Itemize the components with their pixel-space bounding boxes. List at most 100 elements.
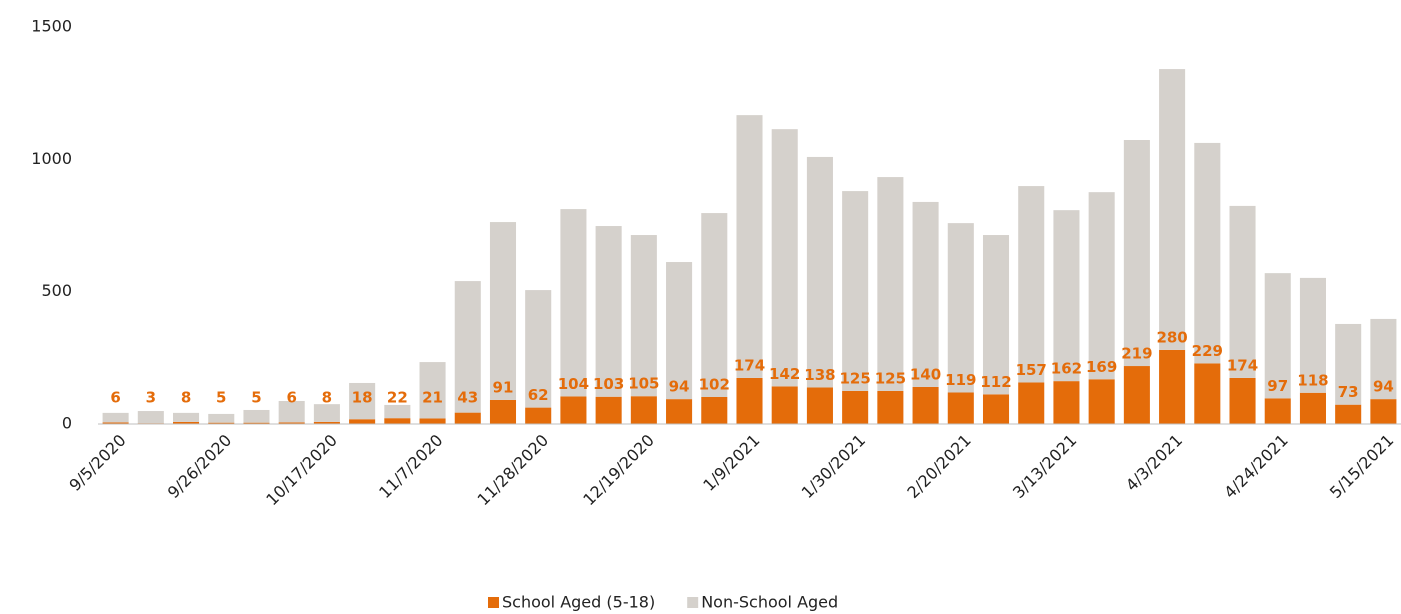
- bar-segment: [102, 412, 129, 423]
- bar-segment: [313, 404, 340, 422]
- data-label: 6: [110, 389, 120, 407]
- bar-segment: [666, 262, 693, 400]
- bar-segment: [102, 422, 129, 424]
- legend-label: Non-School Aged: [701, 593, 838, 612]
- bar-segment: [1370, 399, 1397, 424]
- y-tick-label: 1500: [31, 17, 72, 36]
- bar-segment: [173, 412, 200, 422]
- bar-segment: [630, 235, 657, 397]
- data-label: 140: [910, 365, 941, 383]
- bar-segment: [982, 394, 1010, 424]
- data-label: 6: [286, 389, 296, 407]
- bar-segment: [947, 392, 974, 424]
- data-label: 62: [528, 386, 549, 404]
- bar-segment: [806, 156, 833, 388]
- bar-segment: [278, 400, 305, 423]
- data-label: 91: [493, 378, 514, 396]
- bar-segment: [243, 422, 270, 424]
- y-tick-label: 1000: [31, 149, 72, 168]
- bar-segment: [771, 129, 798, 387]
- data-label: 125: [875, 369, 906, 387]
- data-label: 142: [769, 365, 800, 383]
- x-tick-label: 10/17/2020: [262, 431, 341, 510]
- bar-segment: [1229, 377, 1256, 424]
- data-label: 112: [980, 373, 1011, 391]
- bar-segment: [736, 377, 763, 424]
- bar-segment: [1088, 379, 1115, 424]
- y-tick-label: 0: [62, 414, 72, 433]
- data-label: 8: [322, 389, 332, 407]
- bar-segment: [1053, 381, 1080, 424]
- data-label: 73: [1338, 383, 1359, 401]
- bar-segment: [560, 396, 587, 424]
- x-tick-label: 1/9/2021: [699, 431, 763, 495]
- bar-segment: [1159, 69, 1186, 350]
- x-tick-label: 11/7/2020: [375, 431, 446, 502]
- data-label: 22: [387, 389, 408, 407]
- x-tick-label: 11/28/2020: [474, 431, 553, 510]
- data-label: 169: [1086, 358, 1117, 376]
- bar-segment: [419, 418, 446, 424]
- legend-swatch: [687, 597, 699, 608]
- legend-label: School Aged (5-18): [502, 593, 655, 612]
- bar-segment: [701, 397, 728, 424]
- data-label: 280: [1156, 328, 1187, 346]
- bar-segment: [595, 396, 622, 424]
- data-label: 105: [628, 375, 659, 393]
- bar-segment: [1335, 323, 1362, 405]
- x-tick-label: 2/20/2021: [903, 431, 974, 502]
- bar-segment: [454, 281, 481, 413]
- data-label: 8: [181, 389, 191, 407]
- data-label: 138: [804, 366, 835, 384]
- data-label: 157: [1016, 361, 1047, 379]
- bar-segment: [982, 235, 1010, 395]
- data-label: 5: [251, 389, 261, 407]
- bar-segment: [278, 422, 305, 424]
- data-label: 119: [945, 371, 976, 389]
- bar-segment: [842, 390, 869, 424]
- bar-segment: [842, 191, 869, 391]
- bar-segment: [1335, 404, 1362, 424]
- bar-segment: [595, 226, 622, 397]
- y-tick-label: 500: [41, 281, 72, 300]
- bar-segment: [877, 390, 904, 424]
- bar-segment: [419, 362, 446, 419]
- data-label: 97: [1267, 377, 1288, 395]
- bar-segment: [208, 413, 235, 423]
- bar-segment: [208, 422, 235, 424]
- x-tick-label: 1/30/2021: [798, 431, 869, 502]
- bar-segment: [384, 404, 411, 419]
- data-label: 229: [1192, 342, 1223, 360]
- legend-swatch: [488, 597, 499, 608]
- bar-segment: [454, 412, 481, 424]
- bar-segment: [1123, 140, 1150, 367]
- data-label: 219: [1121, 345, 1152, 363]
- data-label: 104: [558, 375, 589, 393]
- bar-segment: [912, 201, 939, 387]
- x-tick-label: 9/5/2020: [65, 431, 129, 495]
- x-tick-label: 9/26/2020: [164, 431, 235, 502]
- bar-segment: [173, 421, 200, 424]
- data-label: 21: [422, 389, 443, 407]
- bar-segment: [1194, 142, 1221, 364]
- bar-segment: [1018, 382, 1045, 424]
- x-tick-label: 12/19/2020: [579, 431, 658, 510]
- bar-segment: [1264, 398, 1291, 424]
- bar-segment: [1018, 186, 1045, 383]
- x-tick-label: 4/3/2021: [1122, 431, 1186, 495]
- bar-segment: [771, 386, 798, 424]
- data-label: 118: [1297, 371, 1328, 389]
- bar-segment: [666, 399, 693, 424]
- bar-segment: [313, 421, 340, 424]
- bar-segment: [1088, 192, 1115, 380]
- x-tick-label: 4/24/2021: [1220, 431, 1291, 502]
- data-label: 43: [457, 389, 478, 407]
- bar-segment: [806, 387, 833, 424]
- bar-segment: [1264, 273, 1291, 399]
- bar-segment: [489, 222, 517, 400]
- bar-segment: [1229, 205, 1256, 378]
- bar-segment: [525, 407, 552, 424]
- bar-segment: [1370, 318, 1397, 400]
- bar-segment: [1299, 277, 1326, 393]
